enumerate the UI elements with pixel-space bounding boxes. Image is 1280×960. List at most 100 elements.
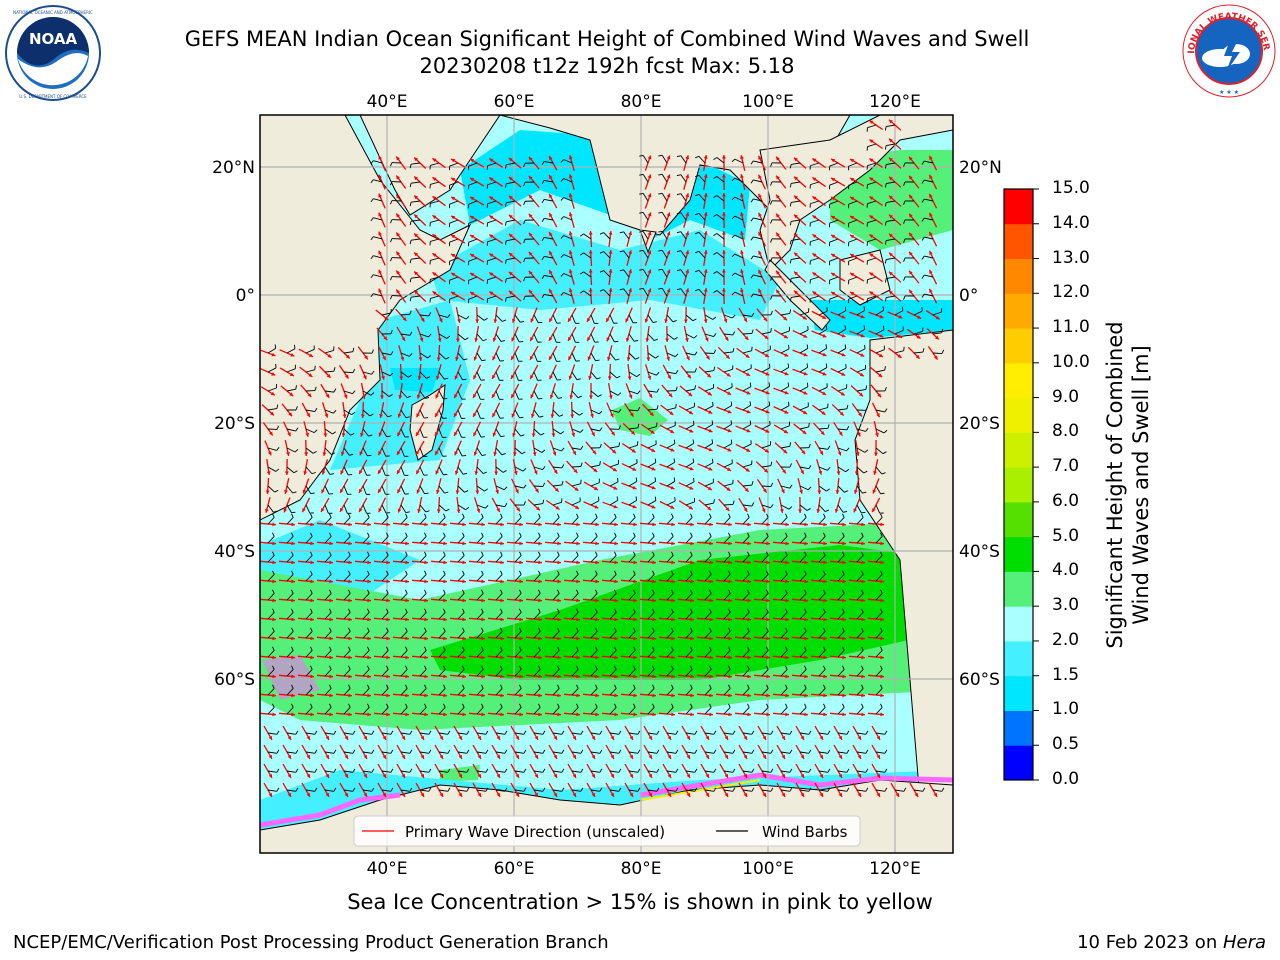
wind-barb-flag [443,589,446,594]
wave-arrow-head [781,489,785,494]
wind-barb [685,406,695,411]
wind-barb-flag [576,703,579,708]
wind-barb-flag [880,646,883,651]
wave-arrow-head [800,773,804,778]
wave-arrow-head [853,508,858,513]
wave-arrow-head [470,291,475,296]
wave-arrow-head [519,655,523,660]
wave-arrow-head [473,393,477,398]
wave-arrow-head [651,504,656,509]
legend-label: Primary Wave Direction (unscaled) [405,823,665,841]
wave-arrow-head [553,735,557,740]
wind-barb-flag [652,627,655,632]
wind-barb [373,160,383,164]
wave-arrow-head [629,735,633,740]
wind-barb [533,669,541,677]
wind-barb-flag [312,450,317,454]
wind-barb [761,504,771,509]
colorbar-tick-label: 7.0 [1052,456,1080,477]
wind-barb [533,409,540,418]
wind-barb-flag [409,259,412,264]
wave-arrow-head [690,636,694,641]
wind-barb [324,555,332,563]
wind-barb [818,555,826,563]
wind-barb-flag [861,570,864,575]
wave-arrow-head [909,289,913,294]
wave-arrow-head [492,356,496,361]
wind-barb [848,238,858,243]
wind-barb [799,517,807,525]
wind-barb [761,424,771,430]
wind-barb-flag [463,358,468,361]
wind-barb [419,688,427,696]
wave-arrow-head [614,579,618,584]
wind-barb [799,612,807,620]
wave-arrow-head [515,792,519,797]
wave-arrow-head [869,158,874,163]
wind-barb-flag [276,425,280,430]
wind-barb [685,388,695,392]
wind-barb [799,593,807,601]
wave-arrow-head [378,469,382,474]
wind-barb-flag [443,627,446,632]
wave-arrow-head [348,655,352,660]
wind-barb-flag [732,348,735,353]
wind-barb [628,352,636,360]
wind-barb [571,732,581,735]
wind-barb [533,352,538,362]
wind-barb [267,789,277,792]
wind-barb-flag [523,182,526,187]
wind-barb [430,238,440,242]
wind-barb [267,751,277,754]
wave-arrow-head [763,468,768,473]
wind-barb [723,770,733,773]
wind-barb [856,555,864,563]
wind-barb-flag [846,768,850,773]
wind-barb-flag [785,703,788,708]
wind-barb-flag [808,768,812,773]
wave-arrow-head [481,674,485,679]
wind-barb-flag [541,218,545,223]
wave-arrow-head [454,375,459,380]
wind-barb [457,732,467,735]
wind-barb-flag [409,202,412,207]
wind-barb [685,669,693,677]
wind-barb [286,368,296,373]
wave-arrow-head [481,636,485,641]
wave-arrow-head [359,451,364,456]
wind-barb [286,631,294,639]
wave-arrow-head [610,413,614,418]
wind-barb-flag [599,443,602,448]
wind-barb [476,612,484,620]
wave-arrow-head [850,253,855,258]
wind-barb [381,650,389,658]
wind-barb [267,536,275,544]
wave-arrow-head [652,579,656,584]
wind-barb-flag [694,351,698,356]
wave-arrow-head [432,253,437,257]
wind-barb [544,274,554,278]
wind-barb [571,314,576,324]
wind-barb-flag [865,749,869,754]
wave-arrow-head [647,250,652,255]
wind-barb-flag [386,703,389,708]
wave-arrow-head [500,617,504,622]
wind-barb-flag [348,665,351,670]
wave-arrow-head [841,372,846,376]
wind-barb [666,669,674,677]
wind-barb [647,462,657,468]
wave-arrow-head [272,712,276,717]
wind-barb [856,466,865,474]
wind-barb [583,252,592,259]
wind-barb [286,593,294,601]
wind-barb [628,669,636,677]
wind-barb [698,213,706,221]
wave-arrow-head [776,232,780,237]
wind-barb [487,257,497,262]
wind-barb [856,732,866,735]
wave-arrow-head [743,773,747,778]
wind-barb [723,669,731,677]
wind-barb-flag [272,589,275,594]
wind-barb-flag [747,608,750,613]
